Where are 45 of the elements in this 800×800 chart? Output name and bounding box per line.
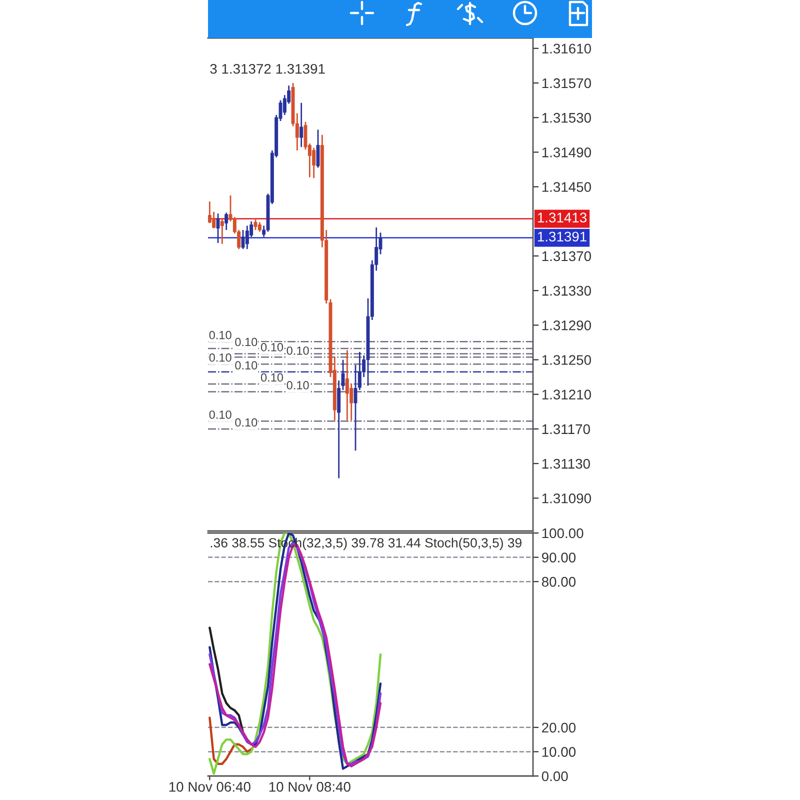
x-tick-label: 10 Nov 06:40	[169, 782, 250, 792]
x-tick-label: 10 Nov 08:40	[269, 782, 350, 792]
candlestick	[345, 350, 349, 421]
annotation: 0.10	[235, 361, 258, 370]
annotation: 0.10	[235, 338, 258, 346]
y-tick-label: 1.31290	[542, 320, 591, 330]
candlestick	[258, 222, 262, 232]
annotation: 0.10	[286, 346, 309, 355]
annotation: 0.10	[286, 381, 309, 390]
candlestick	[312, 147, 316, 179]
candlestick	[241, 229, 245, 250]
y-tick-label: 1.31370	[542, 251, 591, 262]
y-tick-label: 1.31530	[542, 112, 591, 123]
y-tick-label: 1.31250	[542, 355, 591, 365]
y-tick-label: 1.31210	[542, 390, 591, 400]
y-tick-label: 1.31130	[542, 458, 590, 469]
annotation: 0.10	[260, 373, 284, 382]
candlestick	[220, 218, 224, 245]
y-tick-label: 1.31170	[542, 424, 590, 434]
annotation: 0.10	[209, 330, 232, 340]
annotation: 0.10	[209, 353, 232, 362]
y-tick-label: 80.00	[542, 576, 576, 587]
y-tick-label: 20.00	[542, 722, 576, 733]
y-tick-label: 0.00	[542, 771, 568, 782]
candlestick	[300, 102, 304, 148]
annotation: 0.10	[260, 343, 284, 352]
annotation: 0.10	[235, 418, 258, 427]
candlestick	[224, 212, 228, 231]
annotation: 3 1.31372 1.31391	[210, 64, 325, 74]
y-tick-label: 10.00	[542, 747, 576, 757]
y-tick-label: 1.31490	[542, 148, 591, 158]
y-tick-label: 1.31610	[542, 44, 591, 54]
candlestick	[316, 128, 320, 168]
y-tick-label: 100.00	[542, 528, 584, 538]
annotation: 0.10	[209, 410, 232, 419]
y-tick-label: 1.31570	[542, 78, 591, 88]
ref-line-label: 1.31391	[538, 232, 586, 242]
y-tick-label: 1.31330	[542, 286, 591, 296]
y-tick-label: 1.31090	[542, 493, 591, 504]
candlestick	[216, 212, 220, 244]
candlestick	[245, 224, 249, 250]
candlestick	[254, 218, 258, 231]
y-tick-label: 90.00	[542, 552, 576, 562]
y-tick-label: 1.31450	[542, 182, 591, 192]
ref-line-label: 1.31413	[538, 212, 586, 222]
